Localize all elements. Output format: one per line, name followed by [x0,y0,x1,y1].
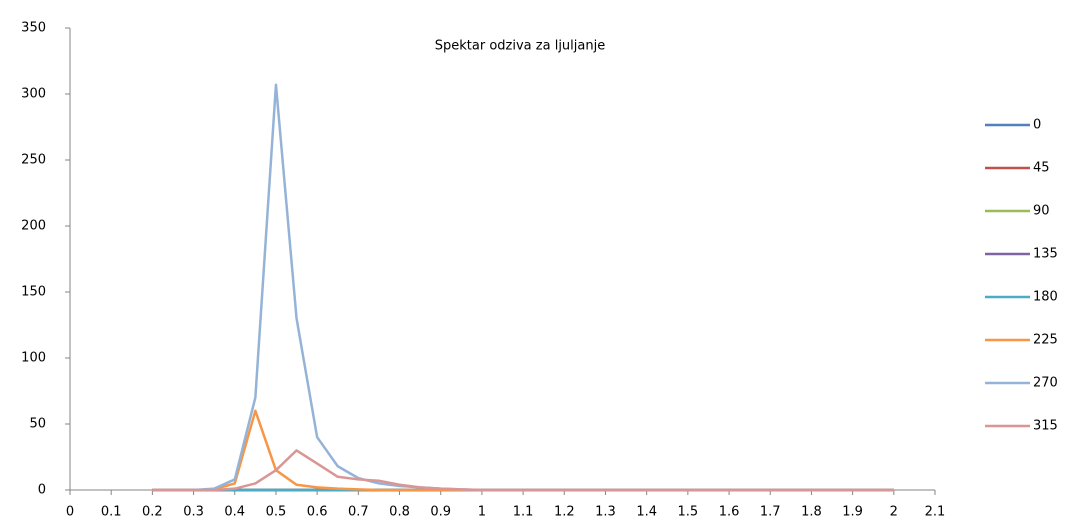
x-tick-label: 1.1 [513,505,534,520]
x-tick-label: 0.4 [224,505,245,520]
y-tick-label: 100 [21,351,46,366]
x-tick-label: 1.9 [842,505,863,520]
series-line [152,449,894,492]
legend-label: 0 [1033,118,1041,133]
x-tick-label: 1.4 [636,505,657,520]
x-tick-label: 1.8 [801,505,822,520]
legend-label: 315 [1033,419,1058,434]
y-tick-label: 300 [21,87,46,102]
x-tick-label: 0.3 [183,505,204,520]
legend-label: 270 [1033,376,1058,391]
x-tick-label: 2 [890,505,898,520]
x-tick-label: 1.2 [554,505,575,520]
x-tick-label: 2.1 [925,505,946,520]
x-tick-label: 1.6 [719,505,740,520]
x-tick-label: 1.7 [760,505,781,520]
x-tick-label: 0.9 [430,505,451,520]
x-tick-label: 0 [66,505,74,520]
legend-label: 90 [1033,204,1050,219]
series-line [152,83,894,492]
legend-label: 135 [1033,247,1058,262]
x-tick-label: 1 [478,505,486,520]
x-tick-label: 0.1 [101,505,122,520]
legend-label: 180 [1033,290,1058,305]
y-tick-label: 250 [21,153,46,168]
y-tick-label: 0 [38,483,46,498]
x-tick-label: 0.2 [142,505,163,520]
y-tick-label: 200 [21,219,46,234]
x-tick-label: 0.6 [307,505,328,520]
legend-label: 225 [1033,333,1058,348]
x-tick-label: 0.8 [389,505,410,520]
x-tick-label: 0.5 [266,505,287,520]
x-tick-label: 1.3 [595,505,616,520]
legend-label: 45 [1033,161,1050,176]
x-tick-label: 0.7 [348,505,369,520]
y-tick-label: 50 [29,417,46,432]
y-tick-label: 350 [21,21,46,36]
x-tick-label: 1.5 [678,505,699,520]
chart-title: Spektar odziva za ljuljanje [435,39,605,54]
y-tick-label: 150 [21,285,46,300]
